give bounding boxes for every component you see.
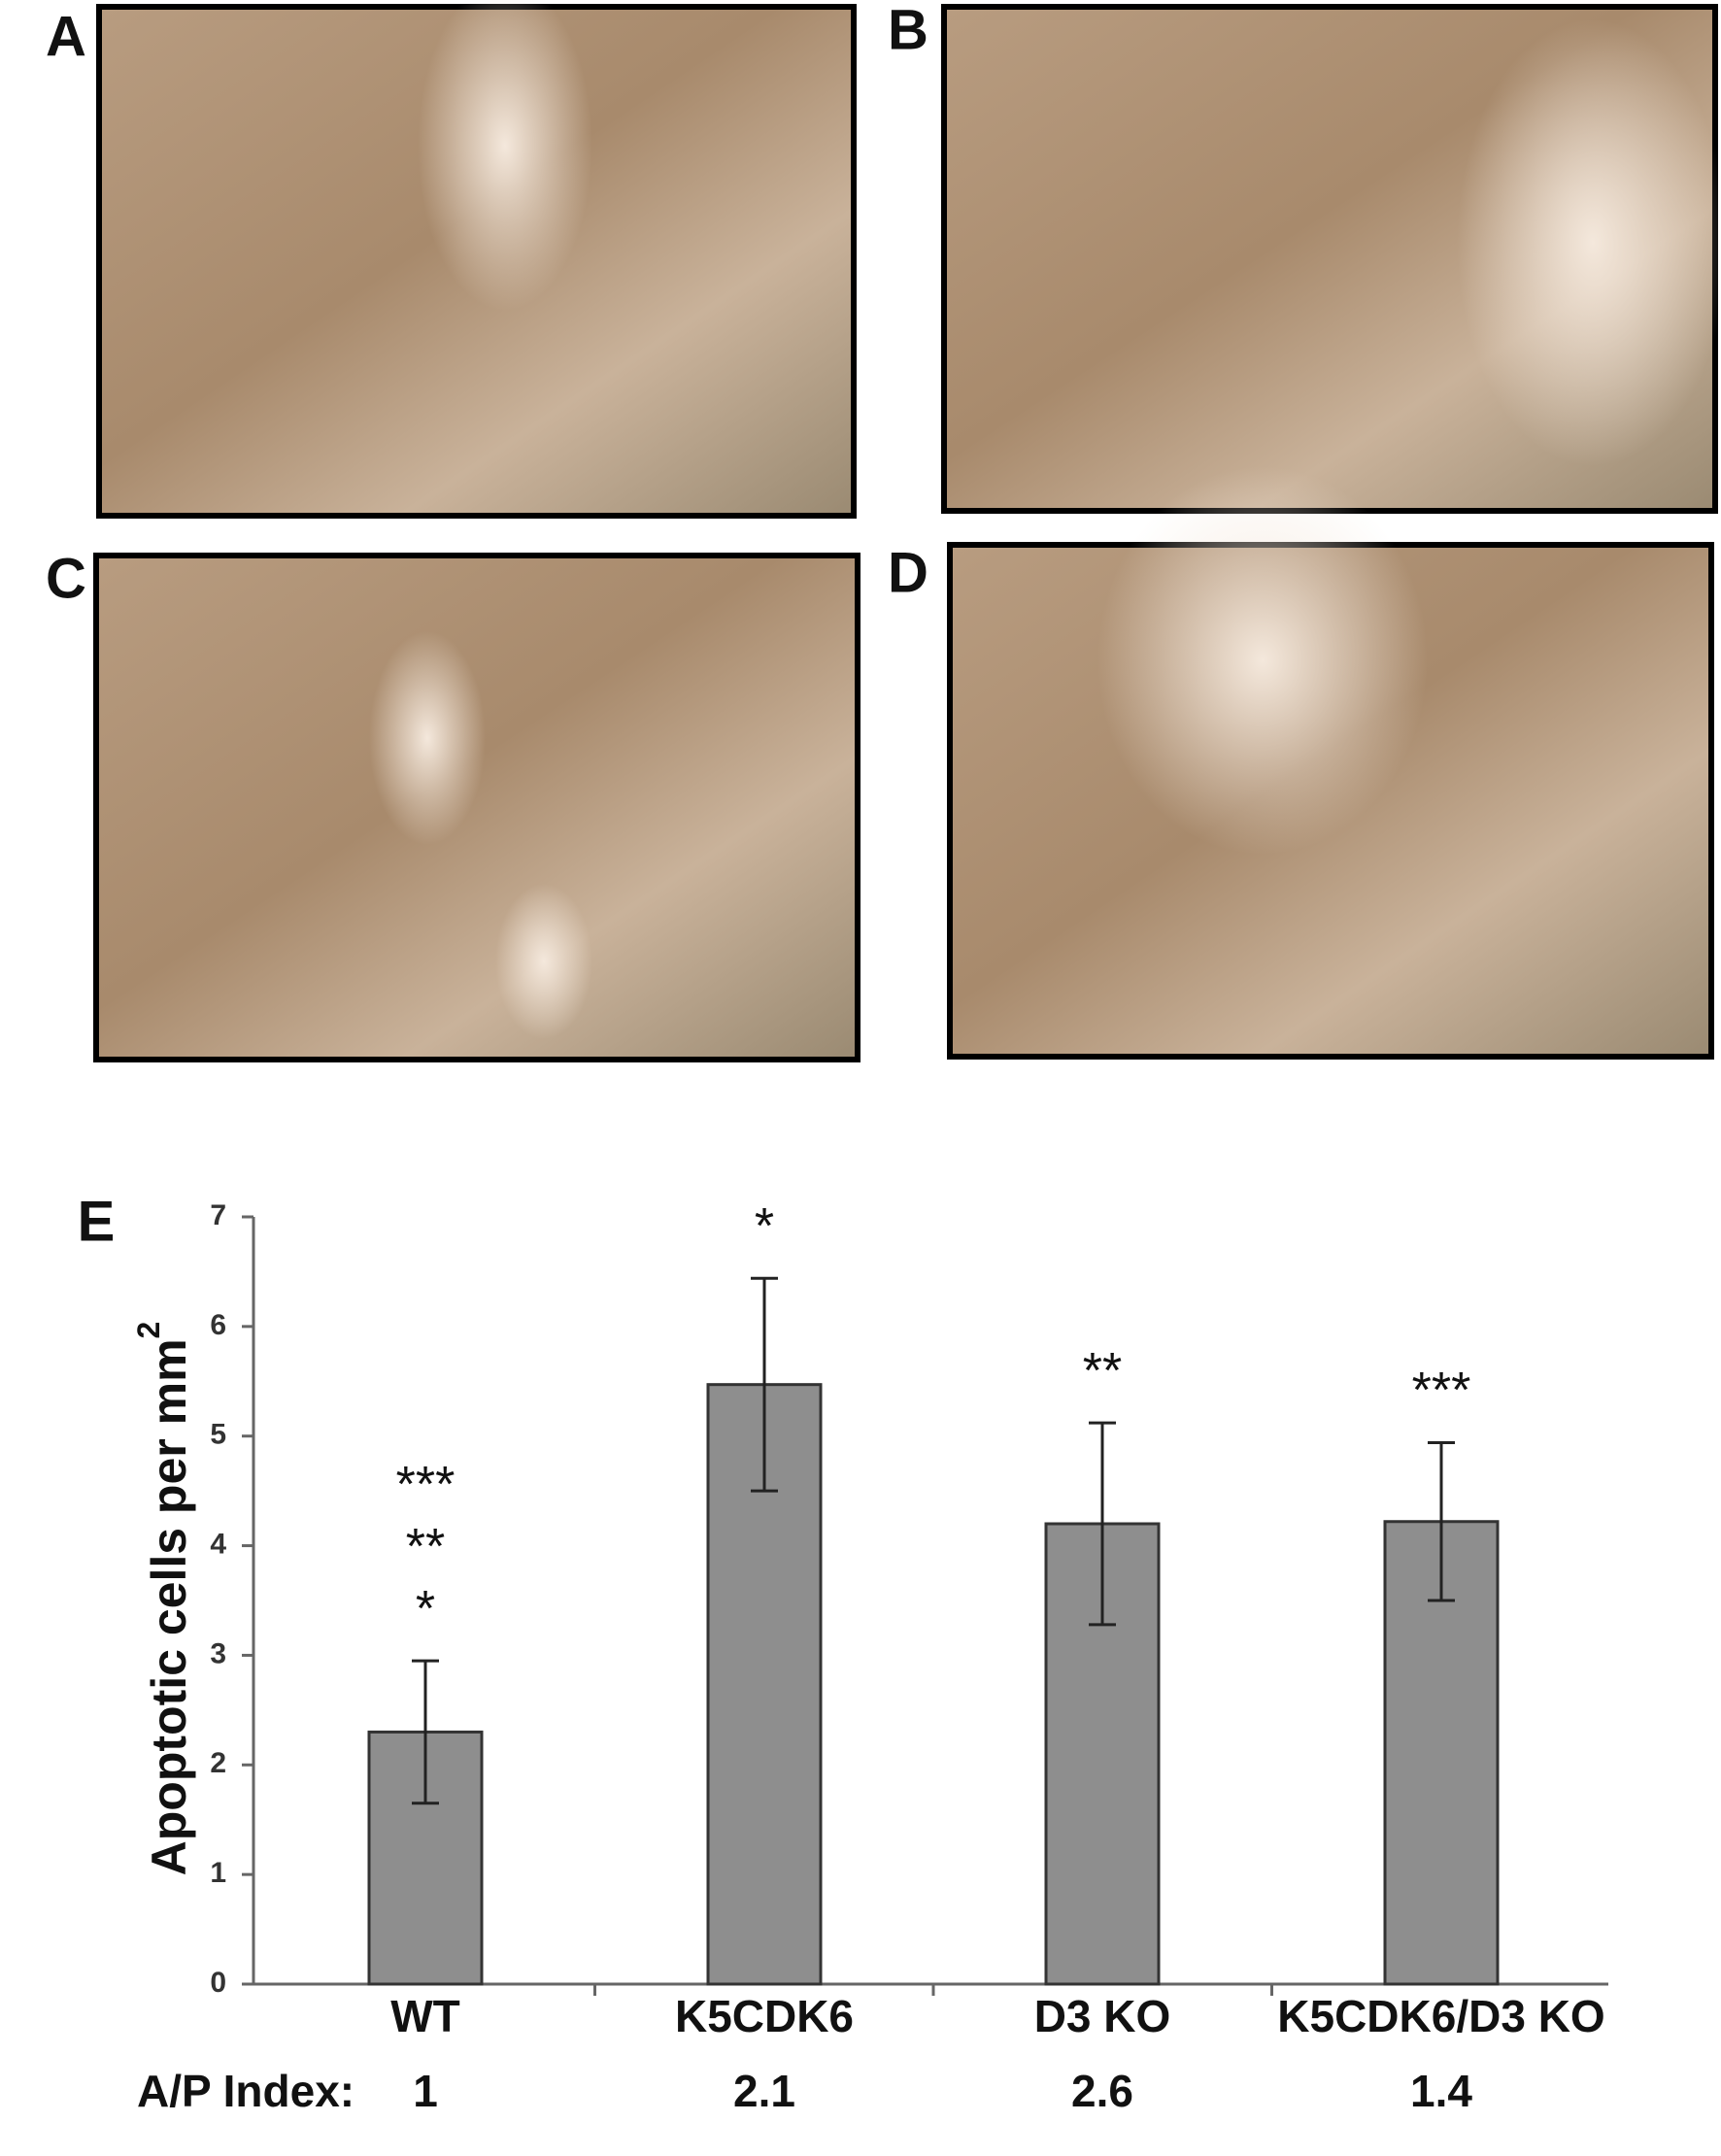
y-tick-label: 1 [210,1857,226,1889]
chart-label: E [78,1190,116,1253]
y-tick-label: 0 [210,1967,226,1999]
error-bar [412,1659,439,1805]
micrograph-c [93,553,860,1062]
index-value: 1 [413,2066,438,2116]
micrograph-a [96,0,857,519]
y-tick-label: 6 [210,1309,226,1341]
y-tick-label: 3 [210,1637,226,1669]
x-tick-label: K5CDK6 [675,1991,854,2041]
x-tick-label: K5CDK6/D3 KO [1277,1991,1604,2041]
y-axis-label-text: Apoptotic cells per mm [142,1338,196,1875]
error-bar [1089,1421,1116,1627]
x-tick-label: WT [390,1991,460,2041]
panel-label: B [888,0,928,61]
significance-marker: *** [396,1457,456,1513]
significance-marker: * [755,1198,774,1255]
y-tick-label: 2 [210,1747,226,1779]
y-tick-label: 7 [210,1199,226,1231]
error-bar [751,1276,778,1493]
index-label: A/P Index: [137,2066,354,2116]
panel-label: D [888,541,928,604]
index-value: 1.4 [1410,2066,1472,2116]
significance-marker: *** [1412,1363,1471,1419]
index-value: 2.6 [1071,2066,1133,2116]
micrograph-b [941,4,1721,514]
micrograph-d [947,466,1714,1060]
y-axis-label-superscript: 2 [131,1322,166,1339]
panel-label: A [46,5,86,68]
significance-marker: ** [406,1519,445,1575]
y-tick-label: 4 [210,1528,226,1560]
panel-label: C [46,547,86,610]
x-tick-label: D3 KO [1034,1991,1171,2041]
y-tick-label: 5 [210,1419,226,1451]
error-bar [1428,1440,1455,1602]
index-value: 2.1 [733,2066,795,2116]
significance-marker: ** [1083,1343,1122,1399]
significance-marker: * [416,1581,435,1637]
y-axis-label: Apoptotic cells per mm2 [131,1322,196,1876]
